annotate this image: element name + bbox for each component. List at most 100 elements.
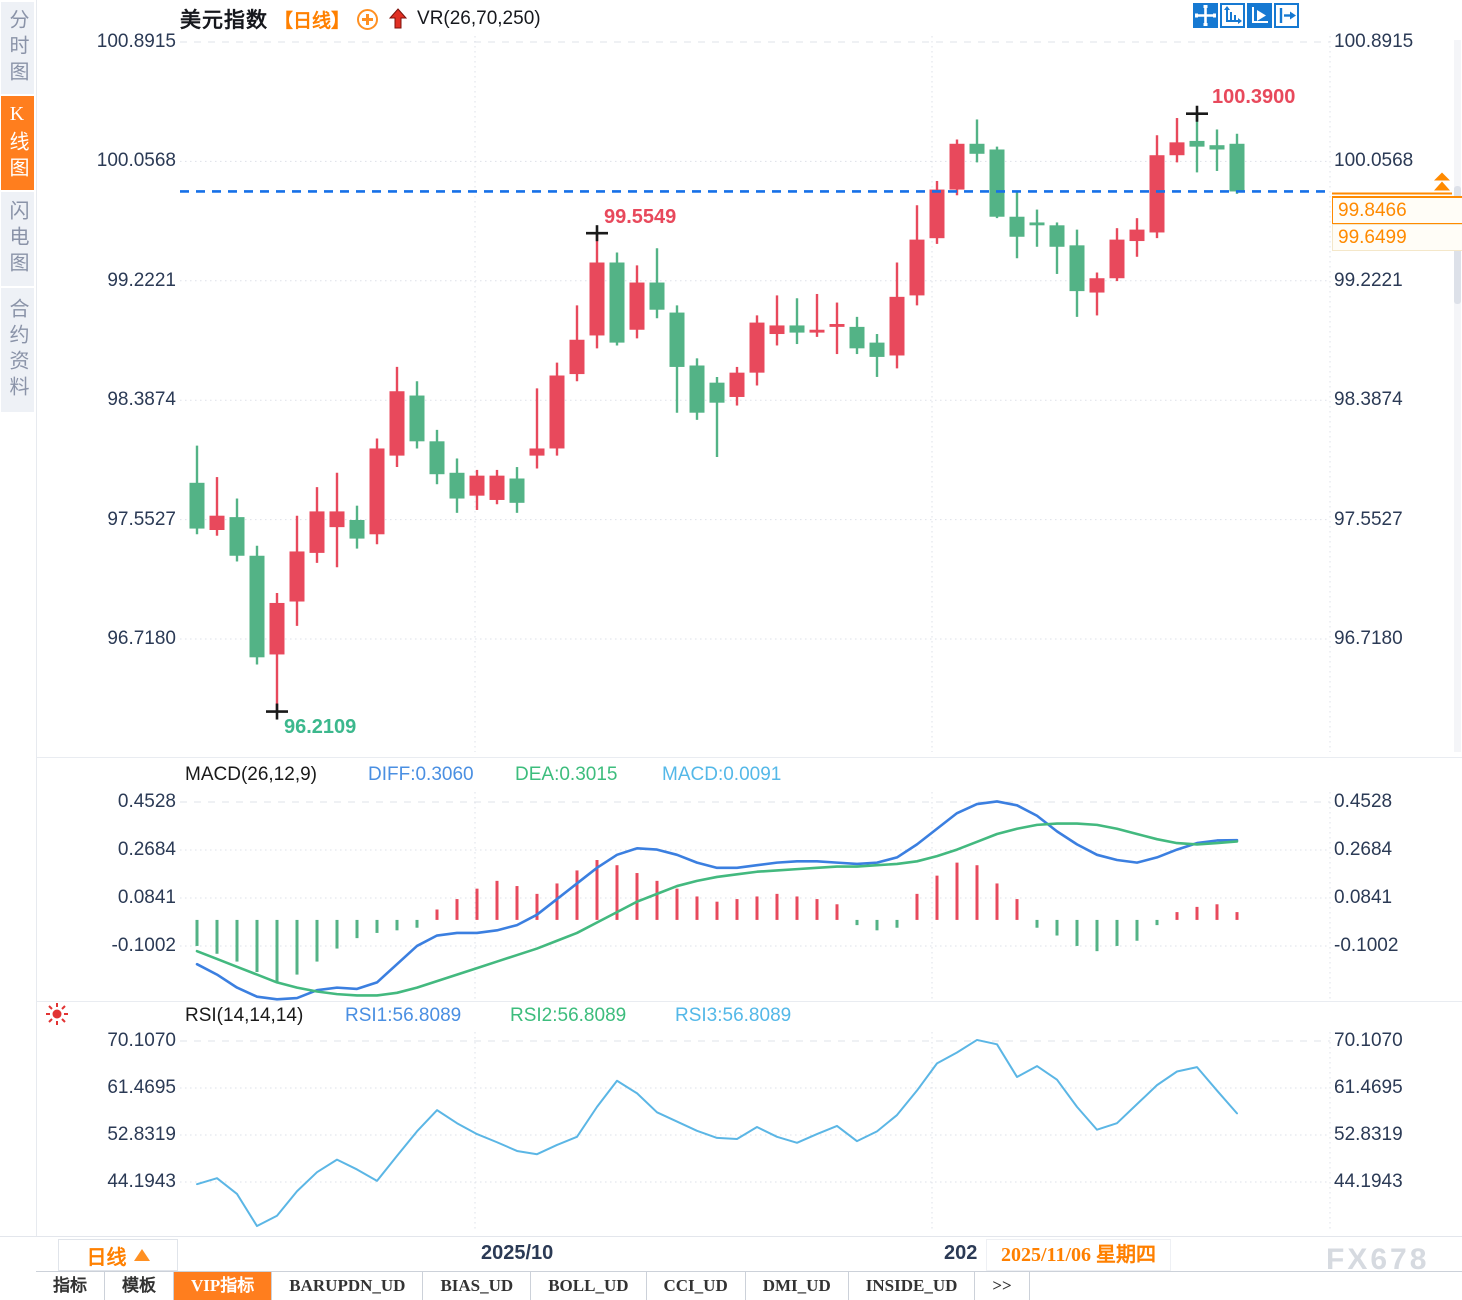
y-axis-label: 100.0568 — [1334, 150, 1414, 171]
candle-body — [649, 282, 665, 310]
candle-body — [269, 602, 285, 655]
candle-body — [209, 515, 225, 530]
candle-body — [569, 339, 585, 375]
candle-body — [749, 322, 765, 373]
jump-to-latest-button[interactable] — [1274, 3, 1299, 28]
add-indicator-icon[interactable] — [357, 8, 379, 30]
candle-body — [229, 517, 245, 556]
candle-body — [369, 448, 385, 535]
candle-body — [189, 482, 205, 529]
candle-body — [1189, 140, 1205, 147]
y-axis-label: 98.3874 — [107, 389, 176, 410]
candle-body — [949, 143, 965, 190]
month-label-truncated: 202 — [944, 1242, 978, 1264]
sidebar-tab-candlestick-chart[interactable]: K线图 — [1, 96, 34, 190]
y-axis-label: 100.8915 — [96, 31, 176, 52]
high-price-marker: 100.3900 — [1212, 86, 1296, 108]
candle-body — [989, 149, 1005, 217]
y-axis-label: 99.2221 — [1334, 270, 1403, 291]
y-axis-label: 100.0568 — [96, 150, 176, 171]
candle-body — [1009, 216, 1025, 237]
macd-diff-line — [195, 800, 1239, 1001]
candle-body — [1229, 143, 1245, 192]
rsi-title: RSI(14,14,14) — [185, 1005, 304, 1026]
macd-title: MACD(26,12,9) — [185, 764, 317, 785]
rsi-axis-label: 61.4695 — [107, 1077, 176, 1098]
candle-body — [929, 189, 945, 239]
alert-icon[interactable] — [44, 1001, 70, 1027]
tab-templates[interactable]: 模板 — [105, 1272, 174, 1300]
tab-more[interactable]: >> — [975, 1272, 1030, 1300]
sidebar-tab-time-chart[interactable]: 分时图 — [1, 2, 34, 94]
macd-axis-label: 0.2684 — [117, 839, 176, 860]
tab-bias-ud[interactable]: BIAS_UD — [423, 1272, 532, 1300]
macd-diff-value: DIFF:0.3060 — [368, 764, 474, 785]
low-price-marker: 96.2109 — [284, 716, 357, 738]
candle-body — [889, 296, 905, 356]
tab-inside-ud[interactable]: INSIDE_UD — [849, 1272, 976, 1300]
pan-crosshair-button[interactable] — [1193, 3, 1218, 28]
chart-title-bar: 美元指数 【日线】 VR(26,70,250) — [180, 4, 541, 34]
candle-body — [1029, 222, 1045, 226]
chart-toolbar — [1193, 3, 1299, 28]
candle-body — [1069, 245, 1085, 292]
sidebar-tab-contract-info[interactable]: 合约资料 — [1, 288, 34, 412]
y-axis-label: 96.7180 — [107, 628, 176, 649]
candle-body — [789, 325, 805, 333]
candle-body — [909, 239, 925, 296]
rsi-axis-label: 44.1943 — [107, 1171, 176, 1192]
candle-body — [469, 475, 485, 496]
macd-axis-label: -0.1002 — [111, 935, 176, 956]
rsi-axis-label: 52.8319 — [107, 1124, 176, 1145]
period-selector[interactable]: 日线 — [58, 1239, 178, 1271]
vr-indicator-label: VR(26,70,250) — [417, 8, 541, 29]
candle-body — [1049, 225, 1065, 247]
rsi-axis-label: 52.8319 — [1334, 1124, 1403, 1145]
swing-high-marker: 99.5549 — [604, 206, 677, 228]
macd-dea-value: DEA:0.3015 — [515, 764, 618, 785]
tab-vip-indicators[interactable]: VIP指标 — [174, 1272, 273, 1300]
pan-crosshair-icon — [1195, 5, 1216, 26]
indicator-tab-bar: 指标 模板 VIP指标 BARUPDN_UD BIAS_UD BOLL_UD C… — [36, 1271, 1462, 1300]
candle-body — [529, 448, 545, 456]
y-axis-label: 98.3874 — [1334, 389, 1403, 410]
candle-body — [289, 551, 305, 602]
rsi-axis-label: 44.1943 — [1334, 1171, 1403, 1192]
panel-separator — [36, 757, 1462, 758]
triangle-up-icon — [133, 1249, 150, 1261]
sidebar-tab-flash-chart[interactable]: 闪电图 — [1, 192, 34, 286]
tab-indicators[interactable]: 指标 — [36, 1272, 105, 1300]
candle-body — [329, 511, 345, 528]
candle-body — [669, 312, 685, 367]
prev-close-tag: 99.6499 — [1332, 224, 1462, 251]
candle-body — [849, 326, 865, 349]
candle-body — [449, 472, 465, 499]
candle-body — [1129, 229, 1145, 242]
macd-axis-label: 0.0841 — [117, 887, 176, 908]
macd-axis-label: -0.1002 — [1334, 935, 1399, 956]
tab-barupdn-ud[interactable]: BARUPDN_UD — [272, 1272, 424, 1300]
candle-body — [709, 382, 725, 403]
candle-body — [509, 478, 525, 503]
tab-cci-ud[interactable]: CCI_UD — [647, 1272, 746, 1300]
candle-body — [549, 375, 565, 449]
rsi-axis-label: 70.1070 — [107, 1030, 176, 1051]
auto-scroll-button[interactable] — [1247, 3, 1272, 28]
y-axis-label: 96.7180 — [1334, 628, 1403, 649]
watermark: FX678 — [1326, 1243, 1430, 1276]
symbol-name: 美元指数 — [180, 8, 268, 32]
y-axis-label: 100.8915 — [1334, 31, 1414, 52]
candle-body — [589, 262, 605, 336]
axis-zoom-button[interactable] — [1220, 3, 1245, 28]
candle-body — [809, 329, 825, 333]
candle-body — [729, 372, 745, 397]
candle-body — [1109, 239, 1125, 279]
month-label: 2025/10 — [481, 1242, 554, 1264]
candle-body — [869, 342, 885, 357]
tab-boll-ud[interactable]: BOLL_UD — [531, 1272, 647, 1300]
tab-dmi-ud[interactable]: DMI_UD — [746, 1272, 849, 1300]
candle-body — [309, 511, 325, 553]
period-tag: 【日线】 — [274, 10, 351, 32]
candle-body — [249, 555, 265, 658]
panel-separator — [36, 1001, 1462, 1002]
